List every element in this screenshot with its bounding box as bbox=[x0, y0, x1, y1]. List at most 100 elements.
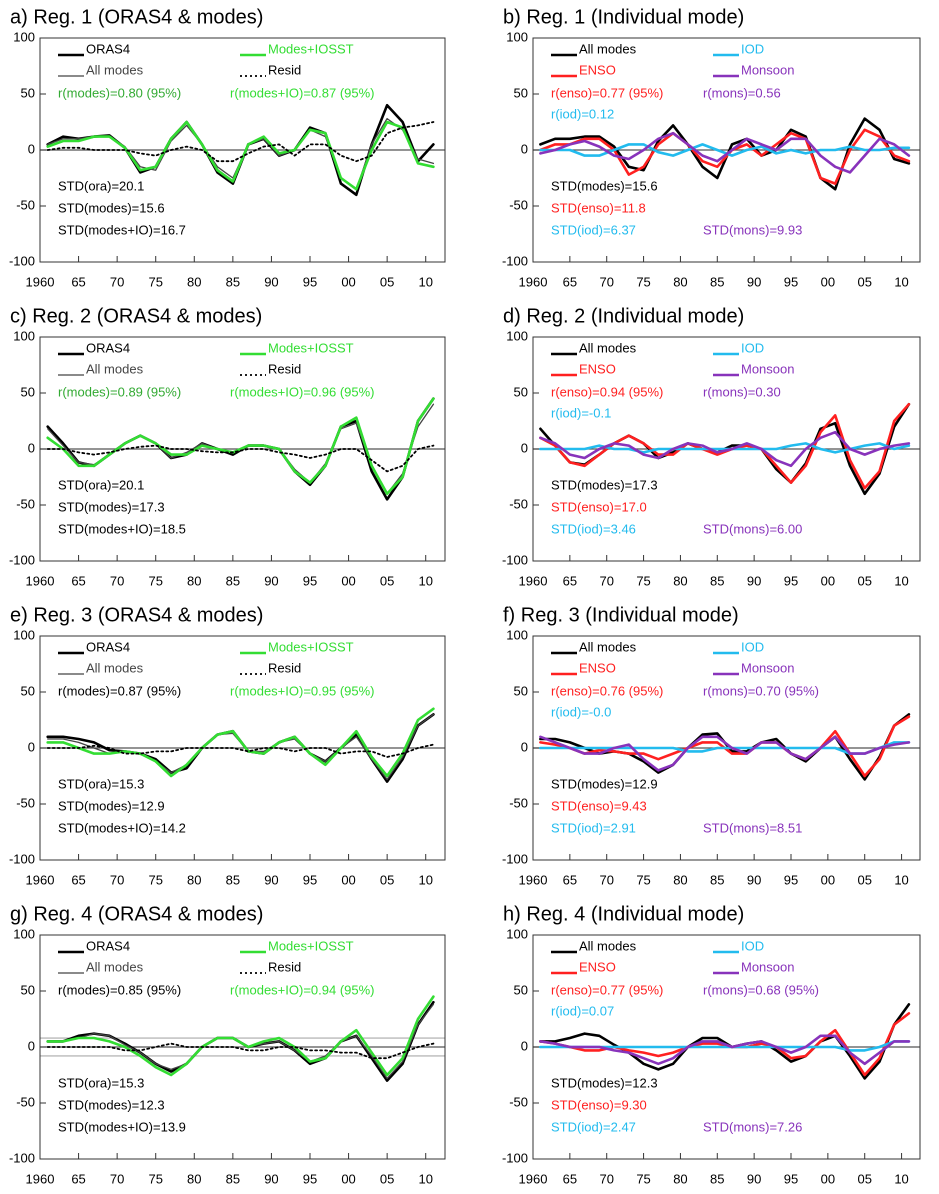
y-tick-label: 50 bbox=[21, 85, 35, 100]
series-line bbox=[539, 715, 911, 778]
legend-label: Resid bbox=[268, 361, 301, 376]
x-tick-label: 85 bbox=[710, 1171, 724, 1186]
series-line bbox=[539, 117, 911, 191]
x-tick-label: 85 bbox=[710, 274, 724, 289]
y-tick-label: 0 bbox=[28, 440, 35, 455]
stat-label: STD(enso)=9.43 bbox=[551, 798, 647, 813]
y-tick-label: 100 bbox=[506, 328, 528, 343]
legend-label: IOD bbox=[741, 41, 764, 56]
x-tick-label: 80 bbox=[673, 573, 687, 588]
x-tick-label: 75 bbox=[636, 573, 650, 588]
stat-label: STD(modes)=15.6 bbox=[58, 200, 165, 215]
x-tick-label: 1960 bbox=[26, 1171, 55, 1186]
x-tick-label: 05 bbox=[857, 573, 871, 588]
y-tick-label: 50 bbox=[21, 384, 35, 399]
stat-label: STD(iod)=2.91 bbox=[551, 820, 636, 835]
y-tick-label: 0 bbox=[521, 1038, 528, 1053]
stat-label: STD(enso)=9.30 bbox=[551, 1097, 647, 1112]
x-tick-label: 75 bbox=[148, 573, 162, 588]
y-tick-label: 100 bbox=[13, 328, 35, 343]
series-line bbox=[46, 707, 435, 778]
y-tick-label: -100 bbox=[502, 552, 528, 567]
x-tick-label: 70 bbox=[110, 1171, 124, 1186]
stat-label: r(mons)=0.56 bbox=[703, 85, 781, 100]
plot-frame bbox=[532, 37, 921, 263]
legend-label: ENSO bbox=[579, 361, 616, 376]
stat-label: r(modes+IO)=0.94 (95%) bbox=[230, 982, 375, 997]
y-tick-label: 0 bbox=[28, 1038, 35, 1053]
panel-title: d) Reg. 2 (Individual mode) bbox=[503, 305, 744, 327]
stat-label: r(modes)=0.85 (95%) bbox=[58, 982, 181, 997]
stat-label: STD(modes)=17.3 bbox=[551, 477, 658, 492]
stat-label: STD(iod)=6.37 bbox=[551, 222, 636, 237]
series-line bbox=[46, 120, 435, 191]
x-tick-label: 90 bbox=[264, 274, 278, 289]
x-tick-label: 1960 bbox=[26, 573, 55, 588]
x-tick-label: 95 bbox=[784, 573, 798, 588]
x-tick-label: 95 bbox=[303, 274, 317, 289]
legend-label: All modes bbox=[579, 639, 637, 654]
legend-label: Monsoon bbox=[741, 660, 794, 675]
stat-label: STD(mons)=8.51 bbox=[703, 820, 802, 835]
stat-label: STD(ora)=20.1 bbox=[58, 178, 144, 193]
y-tick-label: -100 bbox=[9, 851, 35, 866]
x-tick-label: 05 bbox=[380, 872, 394, 887]
stat-label: STD(iod)=3.46 bbox=[551, 521, 636, 536]
x-tick-label: 00 bbox=[821, 872, 835, 887]
x-tick-label: 95 bbox=[784, 1171, 798, 1186]
x-tick-label: 65 bbox=[71, 573, 85, 588]
stat-label: STD(modes)=12.3 bbox=[551, 1075, 658, 1090]
y-tick-label: 50 bbox=[21, 982, 35, 997]
y-tick-label: 100 bbox=[506, 29, 528, 44]
x-tick-label: 85 bbox=[710, 872, 724, 887]
panel-title: f) Reg. 3 (Individual mode) bbox=[503, 604, 739, 626]
x-tick-label: 75 bbox=[636, 274, 650, 289]
legend-label: All modes bbox=[579, 41, 637, 56]
x-tick-label: 05 bbox=[857, 1171, 871, 1186]
y-tick-label: -100 bbox=[9, 552, 35, 567]
y-tick-label: -50 bbox=[16, 496, 35, 511]
x-tick-label: 75 bbox=[148, 872, 162, 887]
x-tick-label: 00 bbox=[821, 573, 835, 588]
stat-label: STD(modes)=12.9 bbox=[58, 798, 165, 813]
x-tick-label: 05 bbox=[857, 872, 871, 887]
stat-label: r(enso)=0.77 (95%) bbox=[551, 982, 663, 997]
y-tick-label: 100 bbox=[506, 926, 528, 941]
x-tick-label: 75 bbox=[636, 872, 650, 887]
x-tick-label: 80 bbox=[673, 872, 687, 887]
x-tick-label: 05 bbox=[380, 1171, 394, 1186]
x-tick-label: 95 bbox=[303, 872, 317, 887]
x-tick-label: 80 bbox=[673, 1171, 687, 1186]
y-tick-label: 100 bbox=[506, 627, 528, 642]
y-tick-label: 50 bbox=[21, 683, 35, 698]
y-tick-label: -100 bbox=[9, 1150, 35, 1165]
stat-label: STD(ora)=15.3 bbox=[58, 776, 144, 791]
plot-frame bbox=[39, 37, 446, 263]
stat-label: r(iod)=0.07 bbox=[551, 1003, 614, 1018]
plot-frame bbox=[39, 635, 446, 861]
x-tick-label: 65 bbox=[563, 274, 577, 289]
legend-label: All modes bbox=[86, 62, 144, 77]
legend-label: Modes+IOSST bbox=[268, 41, 354, 56]
series-line bbox=[46, 121, 435, 163]
x-tick-label: 10 bbox=[894, 274, 908, 289]
legend-label: All modes bbox=[86, 959, 144, 974]
x-tick-label: 1960 bbox=[519, 1171, 548, 1186]
stat-label: STD(iod)=2.47 bbox=[551, 1119, 636, 1134]
stat-label: STD(modes+IO)=18.5 bbox=[58, 521, 186, 536]
x-tick-label: 85 bbox=[226, 573, 240, 588]
x-tick-label: 70 bbox=[599, 872, 613, 887]
plot-frame bbox=[39, 336, 446, 562]
y-tick-label: 0 bbox=[28, 739, 35, 754]
y-tick-label: 50 bbox=[514, 982, 528, 997]
plot-frame bbox=[532, 934, 921, 1160]
series-line bbox=[46, 444, 435, 473]
y-tick-label: 0 bbox=[28, 141, 35, 156]
y-tick-label: -100 bbox=[502, 851, 528, 866]
y-tick-label: -100 bbox=[9, 253, 35, 268]
stat-label: STD(modes+IO)=14.2 bbox=[58, 820, 186, 835]
legend-label: ENSO bbox=[579, 660, 616, 675]
x-tick-label: 1960 bbox=[519, 573, 548, 588]
series-line bbox=[539, 143, 911, 157]
legend-label: Monsoon bbox=[741, 361, 794, 376]
